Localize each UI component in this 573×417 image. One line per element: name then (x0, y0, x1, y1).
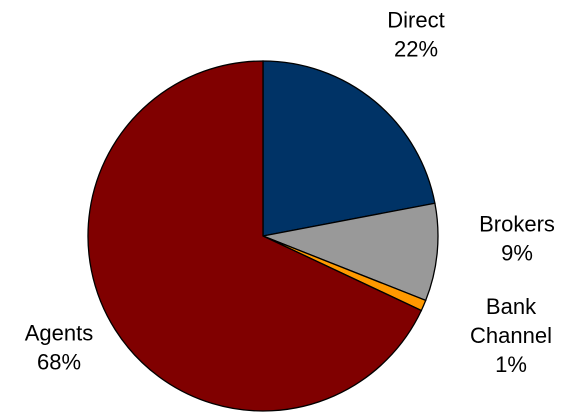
pie-slice-brokers (260, 202, 439, 302)
slice-name-label: Agents (25, 320, 94, 345)
pie-labels: Direct 22% Brokers 9% Bank Channel 1% Agents 68% (25, 7, 555, 377)
slice-name-label: Channel (470, 323, 552, 348)
slice-label-direct: Direct 22% (387, 7, 444, 61)
slice-value-label: 68% (37, 349, 81, 374)
slice-name-label: Brokers (479, 211, 555, 236)
slice-name-label: Bank (486, 294, 537, 319)
slice-value-label: 9% (501, 240, 533, 265)
pie-slice-agents (87, 60, 423, 412)
slice-value-label: 22% (394, 36, 438, 61)
pie-slice-direct (262, 60, 436, 237)
slice-label-agents: Agents 68% (25, 320, 94, 374)
slice-label-brokers: Brokers 9% (479, 211, 555, 265)
pie-slices (87, 60, 439, 412)
slice-value-label: 1% (495, 352, 527, 377)
slice-name-label: Direct (387, 7, 444, 32)
slice-label-bank-channel: Bank Channel 1% (470, 294, 552, 377)
